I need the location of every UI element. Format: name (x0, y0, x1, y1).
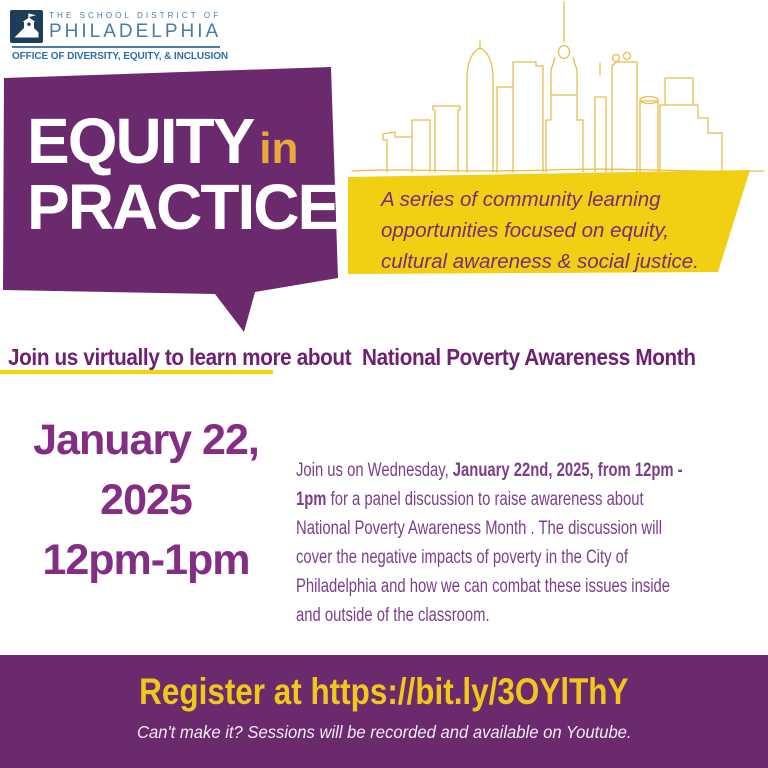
description-bold-date: January 22nd, 2025, from 12pm - 1pm (296, 460, 683, 510)
logo-line1: THE SCHOOL DISTRICT OF (49, 11, 222, 20)
title-word-in: in (259, 124, 299, 173)
title-word-equity: EQUITY (27, 105, 255, 177)
speech-bubble (3, 67, 338, 332)
description-paragraph: Join us on Wednesday, January 22nd, 2025… (296, 456, 768, 630)
headline: Join us virtually to learn more about Na… (8, 344, 696, 370)
headline-underline (0, 370, 273, 374)
description-prefix: Join us on Wednesday, (296, 460, 453, 481)
recording-note: Can't make it? Sessions will be recorded… (136, 722, 632, 742)
event-date-time: January 22, 2025 12pm-1pm (15, 410, 277, 590)
philadelphia-skyline-outline (351, 1, 765, 173)
event-time: 12pm-1pm (42, 536, 250, 584)
logo-line2: PHILADELPHIA (49, 21, 222, 42)
event-date-line1: January 22, (33, 416, 260, 464)
tagline-box: A series of community learning opportuni… (348, 170, 750, 274)
tagline-text: A series of community learning opportuni… (381, 188, 699, 273)
logo-line3: OFFICE OF DIVERSITY, EQUITY, & INCLUSION (12, 51, 229, 62)
description-rest: for a panel discussion to raise awarenes… (296, 489, 671, 626)
title-word-practice: PRACTICE (27, 171, 340, 243)
footer-bar: Register at https://bit.ly/3OYlThY Can't… (0, 655, 768, 768)
event-date-line2: 2025 (100, 476, 193, 524)
independence-hall-icon (10, 10, 43, 43)
district-logo: THE SCHOOL DISTRICT OF PHILADELPHIA OFFI… (10, 10, 240, 62)
register-label: Register at (139, 671, 311, 712)
program-title: EQUITY in PRACTICE (27, 105, 340, 243)
register-link[interactable]: https://bit.ly/3OYlThY (310, 671, 629, 712)
register-line: Register at https://bit.ly/3OYlThY (0, 671, 768, 713)
logo-divider (12, 46, 220, 48)
